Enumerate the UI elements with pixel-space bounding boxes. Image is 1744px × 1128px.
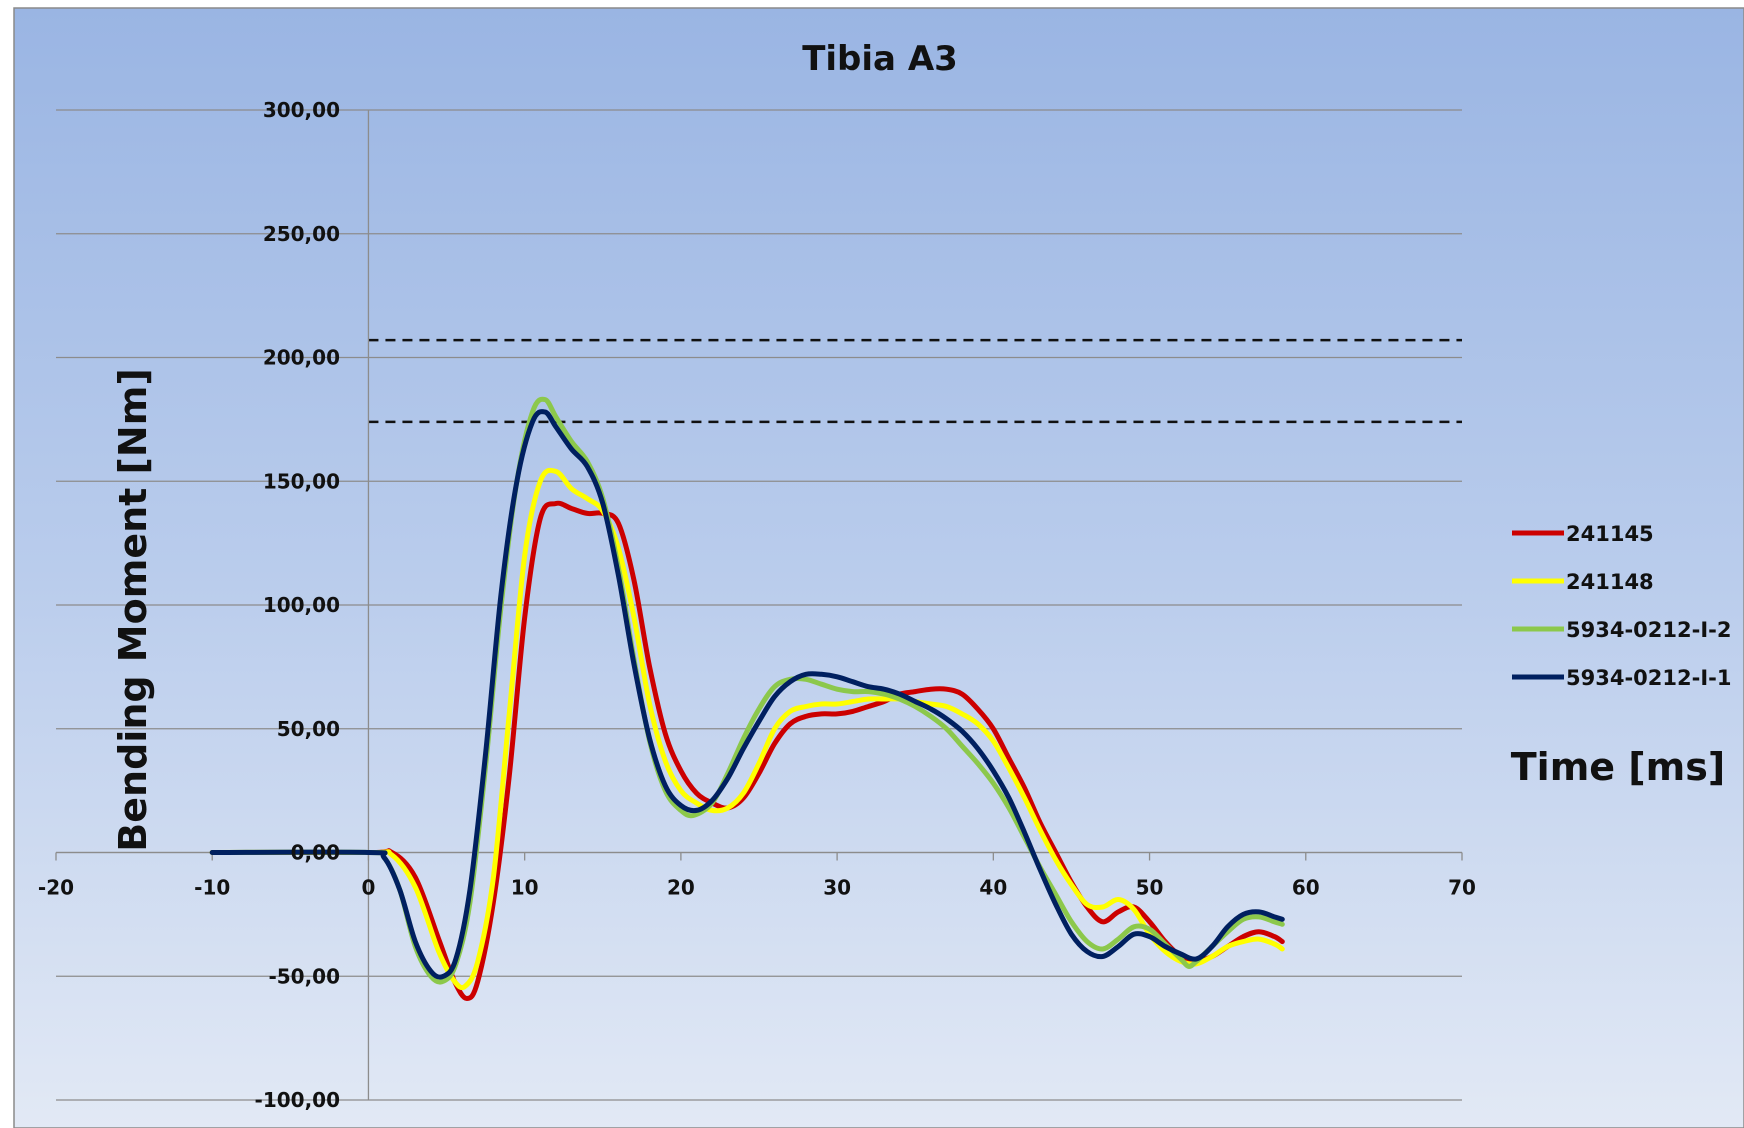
- y-tick-label: 250,00: [263, 222, 340, 246]
- y-tick-label: -50,00: [268, 964, 340, 988]
- y-tick-label: 100,00: [263, 593, 340, 617]
- x-tick-label: 60: [1292, 876, 1320, 900]
- y-tick-label: 50,00: [277, 717, 340, 741]
- x-axis-label: Time [ms]: [1511, 745, 1726, 789]
- x-tick-label: -20: [38, 876, 74, 900]
- x-tick-label: 10: [511, 876, 539, 900]
- x-tick-label: 40: [979, 876, 1007, 900]
- reference-lines: [368, 338, 1462, 424]
- y-tick-label: -100,00: [255, 1088, 340, 1112]
- y-tick-label: 150,00: [263, 469, 340, 493]
- x-tick-label: 70: [1448, 876, 1476, 900]
- legend-label-1: 241145: [1566, 522, 1654, 546]
- legend-label-2: 241148: [1566, 570, 1654, 594]
- chart-area-background: [13, 7, 1744, 1128]
- x-tick-label: -10: [194, 876, 230, 900]
- y-tick-label: 300,00: [263, 98, 340, 122]
- x-tick-label: 50: [1136, 876, 1164, 900]
- chart-title: Tibia A3: [802, 39, 958, 79]
- series-line-4: [209, 409, 1285, 980]
- tick-labels: -100,00 -50,00 0,00 50,00 100,00 150,00 200,00…: [38, 98, 1476, 1112]
- series-lines: [209, 396, 1285, 1001]
- y-tick-label: 200,00: [263, 346, 340, 370]
- x-tick-label: 20: [667, 876, 695, 900]
- x-tick-label: 0: [361, 876, 375, 900]
- y-axis-label: Bending Moment [Nm]: [111, 368, 155, 851]
- x-tick-label: 30: [823, 876, 851, 900]
- y-tick-label: 0,00: [291, 841, 340, 865]
- series-line-2: [209, 467, 1285, 991]
- legend-label-4: 5934-0212-I-1: [1566, 666, 1731, 690]
- legend-label-3: 5934-0212-I-2: [1566, 618, 1731, 642]
- legend: 241145 241148 5934-0212-I-2 5934-0212-I-1: [1512, 522, 1731, 690]
